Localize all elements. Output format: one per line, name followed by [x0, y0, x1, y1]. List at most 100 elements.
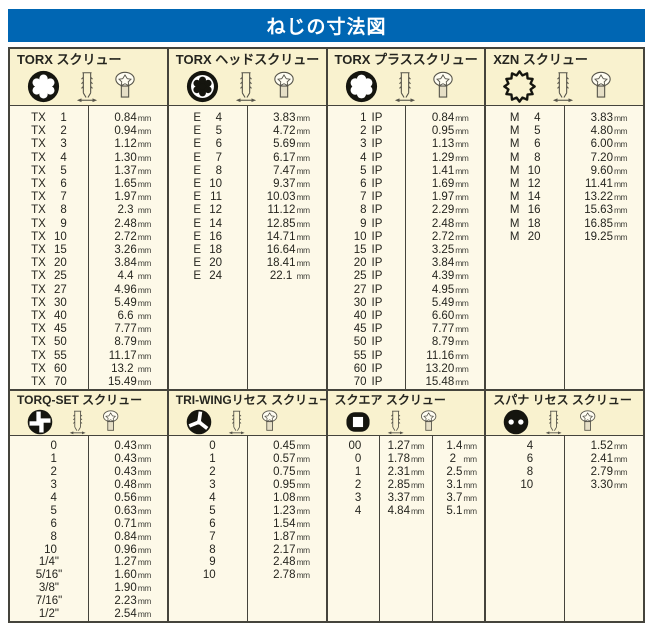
section-header: XZN スクリュー: [486, 49, 643, 106]
size-value: 11.12 mm: [267, 204, 311, 217]
size-label: TX 3: [31, 138, 67, 151]
size-label: 0: [50, 440, 57, 453]
size-label: TX 50: [31, 336, 67, 349]
section-icons: [335, 70, 479, 103]
size-label: 1: [50, 453, 57, 466]
size-value: 16.64 mm: [266, 244, 310, 257]
size-label: 6: [526, 453, 534, 466]
size-label: E 12: [193, 204, 223, 217]
size-value: 0.56 mm: [114, 491, 151, 504]
size-label: 5/16": [35, 569, 63, 582]
size-value: 1.87 mm: [273, 530, 310, 543]
screw-head-icon: [420, 409, 437, 435]
size-value: 1.65 mm: [114, 178, 151, 191]
size-value: 3.26 mm: [114, 244, 151, 257]
size-value-column: 0.45 mm 0.57 mm 0.75 mm 0.95 mm 1.08 mm 1.23 mm 1.54…: [246, 436, 326, 621]
size-label: TX 15: [31, 244, 67, 257]
size-label: TX 4: [31, 151, 67, 164]
section-header: スパナ リセス スクリュー: [486, 391, 643, 437]
section-header: TORX スクリュー: [10, 49, 167, 106]
size-value: 0.45 mm: [273, 440, 310, 453]
size-label: TX 70: [31, 376, 67, 389]
size-value: 2.72 mm: [431, 230, 469, 243]
size-value: 13.2 mm: [111, 362, 151, 375]
size-value: 0.95 mm: [273, 478, 310, 491]
size-value: 1.13 mm: [431, 138, 469, 151]
torx-internal-icon: [27, 70, 60, 103]
size-value: 10.03 mm: [266, 191, 310, 204]
size-label: 5 IP: [360, 164, 383, 177]
screw-side-icon: [235, 70, 257, 103]
size-label: TX 27: [31, 283, 67, 296]
size-label: 00: [348, 440, 362, 453]
size-value: 3.37 mm: [387, 491, 425, 504]
size-label: TX 9: [31, 217, 67, 230]
size-value: 0.84 mm: [114, 530, 151, 543]
size-label: 0: [209, 440, 216, 453]
size-value: 4.39 mm: [431, 270, 469, 283]
size-label: TX 5: [31, 164, 67, 177]
section-xzn: XZN スクリュー M 4 M 5 M 6 M 8 M 10 M 12 M 14 M 16 M 18 M 20 3.83…: [484, 49, 643, 390]
size-value: 2.48 mm: [114, 217, 151, 230]
size-value: 14.71 mm: [266, 230, 310, 243]
size-value: 7.47 mm: [273, 164, 310, 177]
size-label: 55 IP: [353, 349, 383, 362]
size-label: TX 7: [31, 191, 67, 204]
size-label: 8 IP: [360, 204, 383, 217]
size-value-column: 0.43 mm 0.43 mm 0.43 mm 0.48 mm 0.56 mm 0.63 mm 0.71…: [87, 436, 167, 621]
size-value-column: 3.83 mm 4.72 mm 5.69 mm 6.17 mm 7.47 mm 9.37 mm 10.0…: [246, 106, 326, 390]
screw-head-icon: [102, 409, 119, 435]
size-label: TX 45: [31, 323, 67, 336]
size-label: 1: [209, 453, 216, 466]
size-value: 3.25 mm: [431, 244, 469, 257]
size-label: 15 IP: [353, 244, 383, 257]
size-value: 5.1 mm: [446, 504, 477, 517]
size-value: 11.41 mm: [585, 178, 628, 191]
size-table: 1 IP 2 IP 3 IP 4 IP 5 IP 6 IP 7 IP 8 IP 9 IP 10 IP 15 IP 20 IP 2…: [327, 106, 485, 390]
size-value: 6.60 mm: [431, 310, 469, 323]
size-label: 2: [50, 466, 57, 479]
torq-set-icon: [27, 409, 53, 435]
size-label: 4 IP: [360, 151, 383, 164]
size-label: E 20: [193, 257, 223, 270]
screw-side-icon: [545, 409, 562, 435]
size-value: 1.4 mm: [446, 440, 477, 453]
size-value: 2.48 mm: [273, 556, 310, 569]
size-label: TX 8: [31, 204, 67, 217]
size-value: 0.75 mm: [273, 466, 310, 479]
size-label: 3: [354, 491, 362, 504]
size-value: 4.96 mm: [114, 283, 151, 296]
size-label: M 20: [509, 230, 541, 243]
size-value: 7.20 mm: [590, 151, 628, 164]
size-value: 1.60 mm: [114, 569, 151, 582]
size-value: 0.95 mm: [431, 125, 469, 138]
size-value: 15.48 mm: [425, 376, 469, 389]
size-value: 3.83 mm: [590, 112, 628, 124]
screw-head-icon: [432, 70, 454, 103]
size-label: 50 IP: [353, 336, 383, 349]
size-label: TX 1: [31, 112, 67, 124]
size-value: 2.85 mm: [387, 478, 425, 491]
size-table: 4 6 8 10 1.52 mm 2.41 mm 2.79 mm 3.30 mm: [486, 436, 643, 621]
section-title: TORX プラススクリュー: [334, 52, 478, 67]
size-label: 2 IP: [360, 125, 383, 138]
size-value: 2.5 mm: [446, 466, 477, 479]
size-label: 9 IP: [360, 217, 383, 230]
size-value: 3.30 mm: [590, 478, 628, 491]
square-recess-icon: [345, 409, 371, 435]
section-icons: [493, 409, 637, 435]
size-label: 7 IP: [360, 191, 383, 204]
size-value: 2.3 mm: [117, 204, 152, 217]
size-value: 3.83 mm: [273, 112, 310, 124]
size-value: 1.23 mm: [273, 504, 310, 517]
size-label: 10: [520, 478, 534, 491]
size-value: 18.41 mm: [266, 257, 310, 270]
size-value: 9.60 mm: [590, 164, 628, 177]
size-value: 1.27 mm: [114, 556, 151, 569]
section-icons: [17, 409, 161, 435]
size-value-column: 0.84 mm 0.94 mm 1.12 mm 1.30 mm 1.37 mm 1.65 mm 1.97…: [87, 106, 167, 390]
section-icons: [17, 70, 161, 103]
